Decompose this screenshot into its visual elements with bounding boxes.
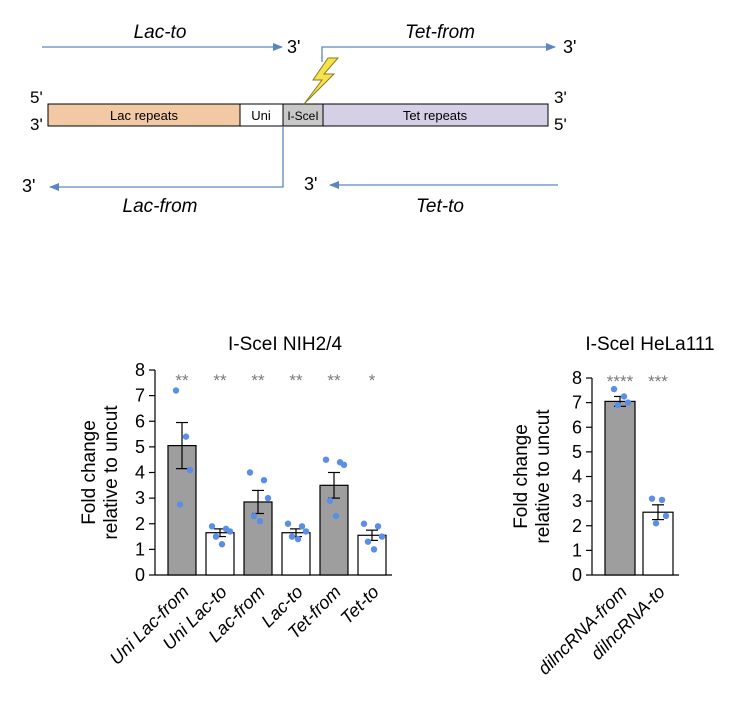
data-point <box>182 433 190 440</box>
y-tick-label: 6 <box>572 417 582 437</box>
data-point <box>332 512 340 520</box>
lac-repeats-label: Lac repeats <box>110 108 178 123</box>
y-tick-label: 0 <box>135 565 145 585</box>
chart-title: I-SceI NIH2/4 <box>228 334 342 355</box>
y-tick-label: 7 <box>135 386 145 406</box>
tet-from-label: Tet-from <box>405 22 475 43</box>
data-point <box>186 466 194 474</box>
uni-label: Uni <box>251 108 271 123</box>
data-point <box>294 535 302 543</box>
lac-to-end-label: 3' <box>287 37 300 57</box>
y-tick-label: 1 <box>572 540 582 560</box>
strand-right-top: 3' <box>554 88 567 107</box>
data-point <box>370 546 378 553</box>
bar <box>357 534 387 576</box>
bar <box>205 532 235 576</box>
y-tick-label: 4 <box>135 463 145 483</box>
bar <box>319 484 349 576</box>
y-tick-label: 3 <box>572 491 582 511</box>
data-point <box>620 393 628 400</box>
lightning-bolt-icon <box>303 57 340 105</box>
data-point <box>610 385 618 393</box>
y-tick-label: 2 <box>135 514 145 534</box>
lac-from-arrow <box>49 126 284 191</box>
lac-from-label: Lac-from <box>123 196 198 217</box>
data-point <box>226 528 234 535</box>
y-axis-label: Fold change <box>511 424 532 529</box>
data-point <box>326 497 334 504</box>
y-axis-label: Fold change <box>79 420 100 525</box>
data-point <box>172 387 180 394</box>
chart-hela111: I-SceI HeLa111 Fold change relative to unc… <box>511 334 715 679</box>
lac-from-end-label: 3' <box>22 176 35 196</box>
category-label: Tet-to <box>337 582 383 628</box>
data-point <box>250 512 258 520</box>
data-point <box>298 523 306 530</box>
data-point <box>658 496 666 504</box>
y-tick-label: 2 <box>572 516 582 536</box>
tet-from-end-label: 3' <box>563 37 576 57</box>
data-point <box>624 399 632 406</box>
data-point <box>340 461 348 469</box>
data-point <box>208 523 216 530</box>
significance-label: ** <box>289 371 303 390</box>
y-tick-label: 4 <box>572 467 582 487</box>
y-tick-label: 8 <box>135 360 145 380</box>
y-tick-label: 7 <box>572 393 582 413</box>
significance-label: * <box>369 371 376 390</box>
y-tick-label: 5 <box>135 437 145 457</box>
y-tick-label: 6 <box>135 411 145 431</box>
y-tick-label: 0 <box>572 565 582 585</box>
y-tick-label: 1 <box>135 539 145 559</box>
data-point <box>378 533 386 540</box>
strand-left-top: 5' <box>30 88 43 107</box>
y-axis-label: relative to uncut <box>533 409 554 544</box>
data-point <box>322 456 330 463</box>
y-tick-label: 3 <box>135 488 145 508</box>
significance-label: ** <box>327 371 341 390</box>
data-point <box>288 533 296 540</box>
significance-label: ** <box>251 371 265 390</box>
data-point <box>246 469 254 476</box>
tet-repeats-segment <box>322 103 549 127</box>
significance-label: *** <box>648 372 668 391</box>
tet-to-label: Tet-to <box>416 196 464 217</box>
bar <box>243 501 273 576</box>
data-point <box>302 528 310 535</box>
data-point <box>364 538 372 545</box>
tet-from-arrow <box>321 43 556 62</box>
data-point <box>662 512 670 520</box>
data-point <box>648 495 656 502</box>
y-tick-label: 5 <box>572 442 582 462</box>
strand-right-bottom: 5' <box>554 115 567 134</box>
chart-title: I-SceI HeLa111 <box>585 334 714 355</box>
data-point <box>374 523 382 530</box>
significance-label: ** <box>213 371 227 390</box>
data-point <box>260 476 268 484</box>
data-point <box>264 494 272 502</box>
chart-nih24: I-SceI NIH2/4 Fold change relative to uncu… <box>79 334 392 669</box>
data-point <box>614 401 622 409</box>
strand-left-bottom: 3' <box>30 115 43 134</box>
data-point <box>176 501 184 508</box>
schematic: Lac-to 3' Tet-from 3' 5' 3' 3' 5' Lac re… <box>22 22 576 217</box>
data-point <box>360 520 368 527</box>
bar <box>604 400 636 576</box>
significance-label: **** <box>607 372 634 391</box>
y-axis-label: relative to uncut <box>101 405 122 540</box>
data-point <box>212 533 220 540</box>
data-point <box>284 520 292 527</box>
data-point <box>256 517 264 525</box>
tet-repeats-label: Tet repeats <box>403 108 468 123</box>
tet-to-end-label: 3' <box>304 174 317 194</box>
isce-label: I-SceI <box>287 109 318 123</box>
significance-label: ** <box>175 371 189 390</box>
lac-to-label: Lac-to <box>134 22 187 43</box>
data-point <box>652 520 660 527</box>
y-tick-label: 8 <box>572 368 582 388</box>
data-point <box>218 541 226 548</box>
